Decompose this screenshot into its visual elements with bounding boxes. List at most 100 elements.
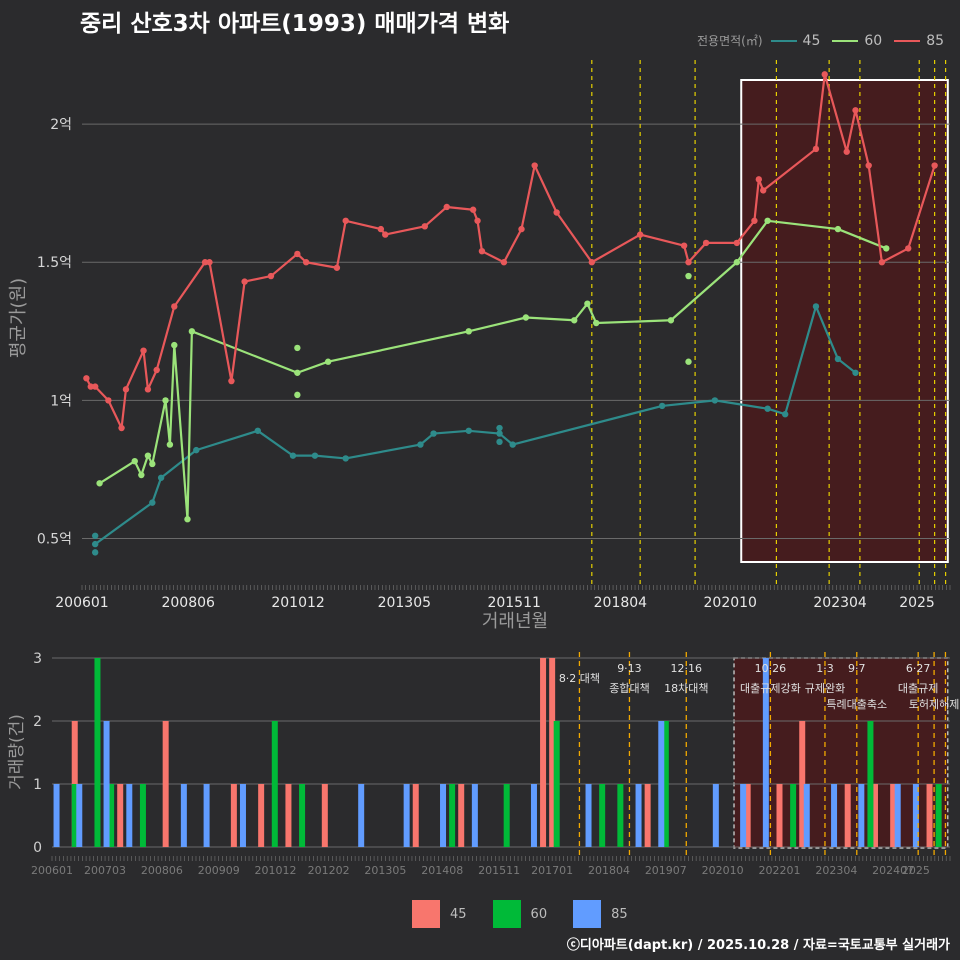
- legend-swatch-45: [770, 39, 797, 42]
- point-85: [905, 245, 912, 252]
- point-85: [755, 176, 763, 183]
- bar-y-axis-label: 거래량(건): [7, 714, 27, 790]
- volume-bar-85: [403, 784, 410, 847]
- point-85: [760, 187, 767, 194]
- point-45: [430, 430, 437, 437]
- point-85: [171, 303, 178, 310]
- series-line-60: [98, 219, 887, 521]
- volume-bar-85: [53, 784, 60, 847]
- x-tick-label: 201804: [594, 595, 648, 611]
- policy-date-label: 12·16: [671, 662, 703, 675]
- point-85: [553, 209, 560, 216]
- policy-name-label: 대출규제: [898, 682, 938, 695]
- point-85: [118, 424, 125, 432]
- bar-x-tick-label: 201305: [364, 864, 406, 877]
- policy-date-label: 10·26: [755, 662, 787, 675]
- point-60: [138, 471, 145, 479]
- volume-bar-85: [76, 784, 83, 847]
- point-45: [311, 452, 319, 459]
- point-85: [843, 148, 850, 155]
- point-45: [193, 446, 200, 454]
- legend-box-label-85: 85: [611, 906, 628, 922]
- point-60: [733, 259, 741, 266]
- y-tick-label: 1억: [50, 393, 72, 409]
- point-60: [162, 397, 169, 404]
- bar-x-tick-label: 201511: [478, 864, 520, 877]
- volume-bar-60: [503, 784, 510, 847]
- legend-swatch-85: [894, 39, 921, 42]
- point-85: [294, 250, 301, 258]
- policy-name-label: 토허제해제: [909, 697, 960, 711]
- policy-date-label: 6·27: [906, 662, 931, 675]
- volume-bar-45: [644, 784, 651, 847]
- volume-bar-45: [844, 784, 851, 847]
- point-60: [149, 460, 156, 468]
- point-85: [206, 259, 213, 266]
- bar-x-tick-label: 201907: [645, 864, 687, 877]
- point-85: [153, 366, 160, 374]
- point-45: [157, 474, 165, 481]
- point-85: [140, 347, 147, 354]
- volume-bar-45: [117, 784, 124, 847]
- volume-bar-45: [412, 784, 419, 847]
- volume-bar-60: [94, 658, 101, 847]
- volume-bar-85: [740, 784, 747, 847]
- bar-y-tick-label: 3: [33, 651, 42, 667]
- volume-bar-85: [440, 784, 447, 847]
- legend-box-label-60: 60: [530, 906, 548, 922]
- volume-bar-60: [71, 784, 78, 847]
- volume-bar-85: [530, 784, 537, 847]
- legend-label-60: 60: [864, 32, 883, 49]
- point-85: [636, 231, 644, 238]
- bar-x-tick-label: 2025: [902, 864, 930, 877]
- point-60: [96, 480, 103, 487]
- volume-bar-60: [867, 721, 874, 847]
- volume-bar-85: [712, 784, 719, 847]
- volume-bar-45: [540, 658, 547, 847]
- point-45: [658, 402, 666, 410]
- point-60: [465, 328, 472, 335]
- point-85: [333, 264, 341, 271]
- point-45: [764, 405, 771, 412]
- volume-bar-85: [658, 721, 665, 847]
- bar-x-tick-label: 202201: [758, 864, 800, 877]
- volume-bar-60: [271, 721, 278, 847]
- volume-bar-85: [203, 784, 210, 847]
- volume-bar-85: [585, 784, 592, 847]
- legend-title: 전용면적(㎡): [697, 34, 763, 48]
- point-60: [166, 441, 174, 448]
- bar-x-tick-label: 201408: [421, 864, 463, 877]
- point-85: [478, 247, 486, 255]
- volume-bar-45: [799, 721, 806, 847]
- volume-bar-60: [617, 784, 624, 847]
- point-60: [131, 457, 138, 465]
- top-legend: 전용면적(㎡) 45 60 85: [697, 32, 948, 49]
- bottom-legend: 45 60 85: [412, 900, 654, 928]
- point-85: [588, 259, 596, 266]
- point-45: [149, 499, 156, 506]
- x-tick-label: 202304: [813, 595, 867, 611]
- point-85: [733, 239, 741, 247]
- point-85: [122, 386, 130, 393]
- legend-box-85: [573, 900, 602, 928]
- bar-x-tick-label: 200601: [31, 864, 73, 877]
- point-85: [931, 162, 938, 169]
- scatter-point-45: [91, 532, 99, 539]
- bar-y-tick-label: 0: [33, 840, 42, 856]
- policy-name-label: 18차대책: [664, 682, 708, 695]
- chart-title: 중리 산호3차 아파트(1993) 매매가격 변화: [80, 11, 510, 37]
- point-45: [465, 427, 472, 434]
- legend-box-60: [492, 900, 521, 928]
- scatter-point-60: [294, 391, 301, 399]
- point-85: [421, 223, 429, 230]
- volume-bar-45: [890, 784, 897, 847]
- volume-bar-85: [912, 784, 919, 847]
- bar-highlight-region: [733, 657, 949, 849]
- point-85: [241, 278, 248, 285]
- scatter-point-45: [91, 549, 99, 556]
- x-tick-label: 202010: [704, 595, 757, 611]
- volume-bar-85: [239, 784, 246, 847]
- point-45: [254, 427, 261, 434]
- point-85: [443, 203, 450, 211]
- point-85: [382, 231, 389, 238]
